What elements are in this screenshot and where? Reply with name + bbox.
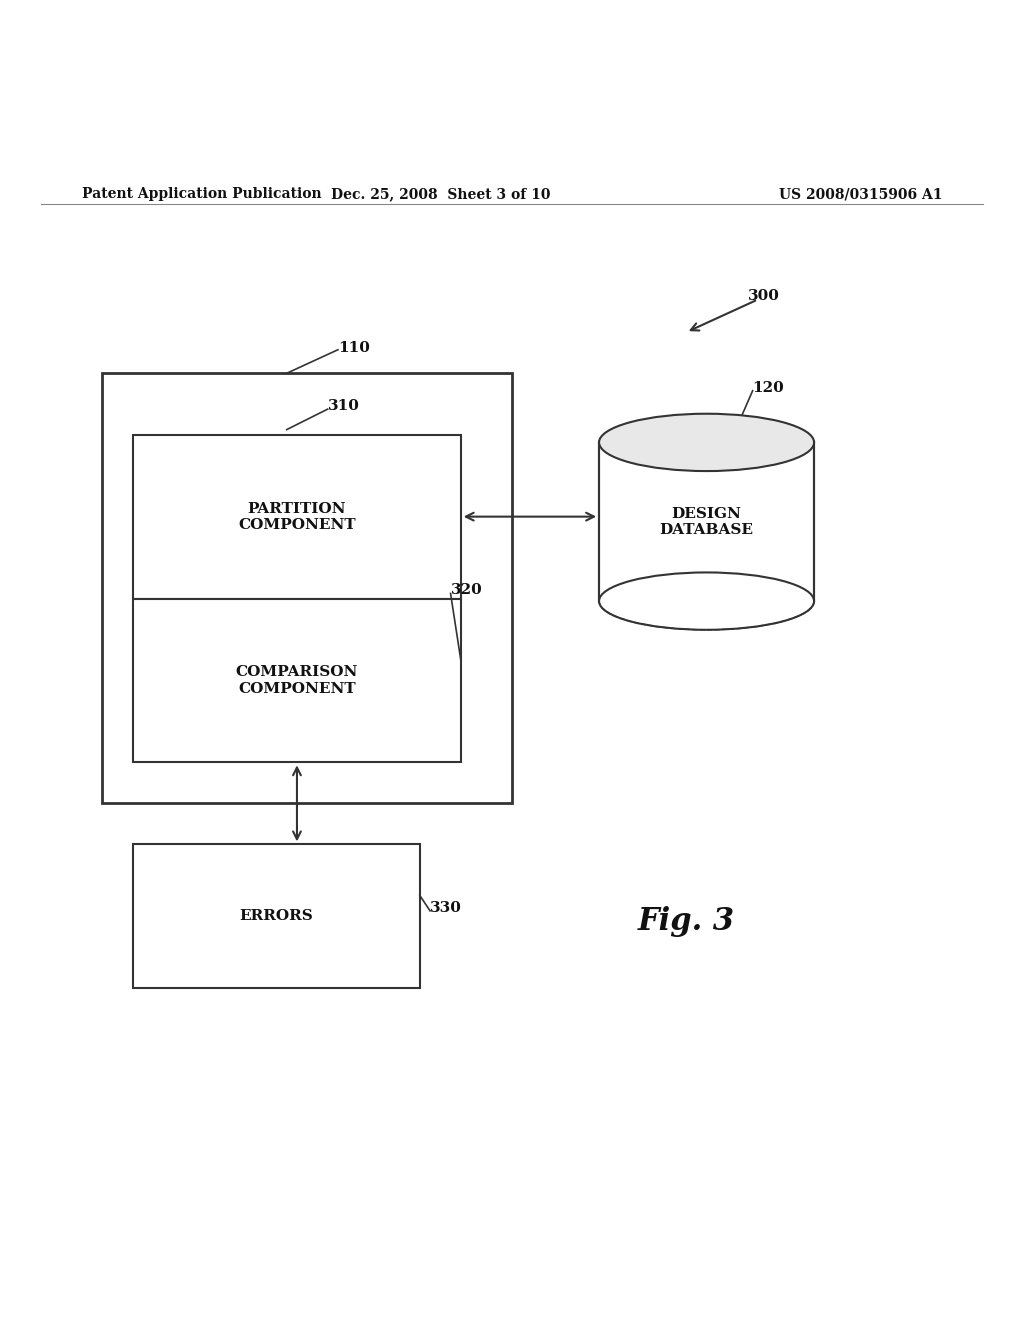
Text: 300: 300 — [748, 289, 779, 304]
Text: PARTITION
COMPONENT: PARTITION COMPONENT — [239, 502, 355, 532]
Text: ERRORS: ERRORS — [240, 909, 313, 923]
FancyBboxPatch shape — [133, 434, 461, 598]
Text: 320: 320 — [451, 583, 482, 598]
Text: 120: 120 — [753, 380, 784, 395]
Ellipse shape — [599, 413, 814, 471]
Text: Fig. 3: Fig. 3 — [638, 906, 734, 937]
FancyBboxPatch shape — [133, 845, 420, 987]
Text: 110: 110 — [338, 341, 370, 355]
FancyBboxPatch shape — [599, 442, 814, 601]
FancyBboxPatch shape — [133, 598, 461, 763]
Text: COMPARISON
COMPONENT: COMPARISON COMPONENT — [236, 665, 358, 696]
Text: Patent Application Publication: Patent Application Publication — [82, 187, 322, 201]
Text: DESIGN
DATABASE: DESIGN DATABASE — [659, 507, 754, 537]
Ellipse shape — [599, 573, 814, 630]
Text: US 2008/0315906 A1: US 2008/0315906 A1 — [778, 187, 942, 201]
Text: Dec. 25, 2008  Sheet 3 of 10: Dec. 25, 2008 Sheet 3 of 10 — [331, 187, 550, 201]
Text: 330: 330 — [430, 900, 462, 915]
FancyBboxPatch shape — [102, 374, 512, 804]
Text: 310: 310 — [328, 399, 359, 413]
